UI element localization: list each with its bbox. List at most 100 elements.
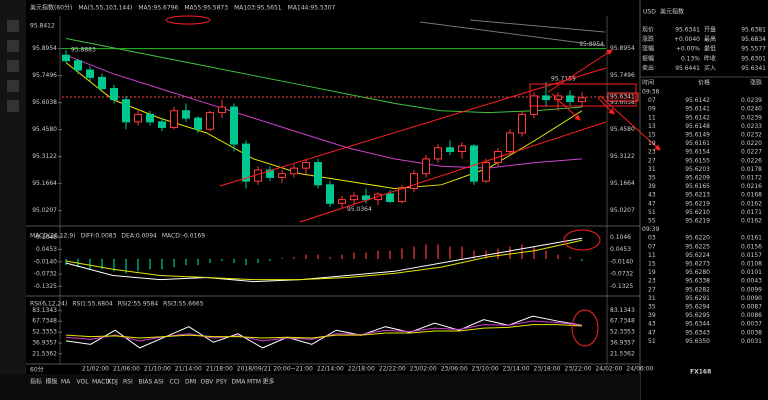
macd-bar [521,244,523,259]
toolbar-tab[interactable]: MACD [92,379,110,386]
macd-bar [437,244,439,259]
period-label: 60分 [30,366,44,374]
candle-body [398,188,406,202]
tick-price: 95.6142 [685,97,710,104]
tick-second: 19 [648,140,656,147]
y-tick-label: 95.0207 [610,207,635,214]
candle-body [314,162,322,186]
toolbar-tab[interactable]: 指标 [30,378,42,386]
tick-second: 55 [648,218,656,225]
candle-body [98,76,106,90]
tick-second: 15 [648,261,656,268]
tick-second: 19 [648,269,656,276]
macd-bar [233,258,235,264]
candle-body [470,145,478,182]
macd-bar [197,258,199,266]
price-mark: 95.8883 [71,46,96,53]
toolbar-tab[interactable]: DMI [185,379,197,386]
toolbar-tab[interactable]: 模板 [46,378,58,386]
macd-bar [209,258,211,264]
quote-label: 最低 [704,45,716,53]
macd-bar [449,246,451,259]
tick-change: 0.0240 [741,106,762,113]
toolbar-tab[interactable]: OBV [201,379,215,386]
tool-icon[interactable] [7,80,19,92]
macd-bar [257,258,259,264]
tick-change: 0.0178 [741,166,762,173]
tick-second: 23 [648,278,656,285]
toolbar-tab[interactable]: MTM [247,379,261,386]
annotations [165,15,661,347]
toolbar-tab[interactable]: DMA [232,379,247,386]
tick-price: 95.6220 [685,235,710,242]
candle-body [86,69,94,78]
toolbar-tab[interactable]: RSI [123,379,133,386]
tick-price: 95.6280 [685,269,710,276]
quote-value: 0.13% [681,55,700,62]
toolbar-tab[interactable]: ASI [154,379,164,386]
tick-price: 95.6273 [685,261,710,268]
toolbar-tab[interactable]: PSY [216,379,227,386]
time-label: 09:38 [642,89,659,96]
tick-price: 95.6154 [685,149,710,156]
y-tick-label: 95.6038 [610,99,635,106]
ma-line [65,54,583,169]
y-tick-label: 95.4580 [610,126,635,133]
toolbar-tab[interactable]: KDJ [108,379,119,386]
tool-icon[interactable] [7,40,19,52]
tick-second: 39 [648,183,656,190]
tick-change: 0.0161 [741,235,762,242]
macd-bar [389,250,391,259]
quote-value: 95.6834 [741,36,766,43]
tool-icon[interactable] [7,100,19,112]
tick-second: 31 [648,295,656,302]
y-tick-label: 52.3353 [610,329,635,336]
tick-price: 95.6291 [685,295,710,302]
toolbar-tab[interactable]: BIAS [139,379,153,386]
x-tick-label: 23/10:00 [472,366,499,373]
candle-body [566,95,574,102]
tick-second: 27 [648,157,656,164]
toolbar-tab[interactable]: MA [61,379,71,386]
legend-text: MA5:95.6796 [138,5,178,12]
tick-second: 23 [648,149,656,156]
tick-price: 95.6282 [685,286,710,293]
tick-price: 95.6165 [685,183,710,190]
tick-price: 95.6141 [685,106,710,113]
tick-price: 95.6209 [685,175,710,182]
y-tick-label: 95.8954 [32,45,57,52]
tick-change: 0.0086 [741,312,762,319]
tick-change: 0.0157 [741,252,762,259]
rsi-legend: RSI3:55.6665 [163,301,204,308]
tick-change: 0.0156 [741,243,762,250]
y-tick-label: 95.1664 [32,180,57,187]
candle-body [62,54,70,62]
tick-price: 95.6295 [685,312,710,319]
toolbar-tab[interactable]: 更多 [263,378,275,386]
y-tick-label: 67.7348 [610,318,635,325]
time-label: 09:39 [642,226,659,233]
y-tick-label: 0.0453 [610,246,631,253]
macd-line [65,237,583,283]
tick-price: 95.6155 [685,157,710,164]
toolbar-tab[interactable]: CCI [170,379,180,386]
toolbar-tab[interactable]: VOL [77,379,90,386]
tick-second: 43 [648,192,656,199]
macd-bar [185,258,187,266]
tool-icon[interactable] [7,20,19,32]
x-tick-label: 21/14:00 [175,366,202,373]
tick-price: 95.6350 [685,338,710,345]
tick-change: 0.0099 [741,286,762,293]
y-tick-label: 83.1343 [32,307,57,314]
y-tick-label: 95.0207 [32,207,57,214]
y-tick-label: 0.1046 [610,234,631,241]
tick-price: 95.6148 [685,123,710,130]
macd-bar [173,258,175,268]
y-tick-label: -0.0732 [34,271,57,278]
tick-second: 07 [648,243,656,250]
left-toolbar-icons [7,20,19,112]
left-toolbar [0,0,26,376]
tool-icon[interactable] [7,60,19,72]
